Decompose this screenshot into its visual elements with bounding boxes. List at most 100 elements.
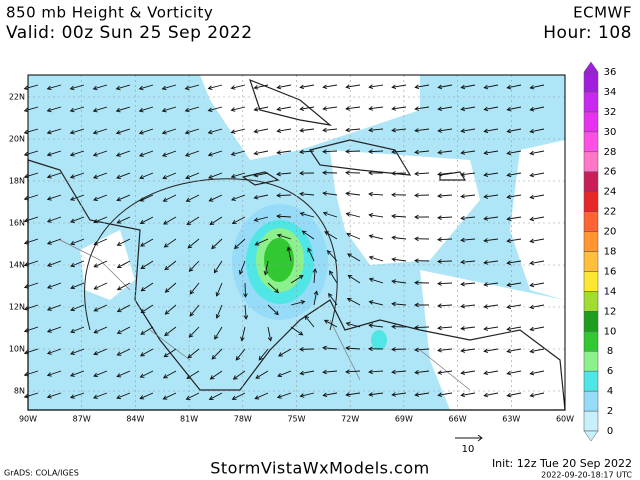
wind-arrow [162,84,177,90]
wind-arrow [461,370,476,374]
wind-arrowhead [70,240,75,246]
wind-arrow [235,348,246,361]
wind-arrowhead [437,106,443,112]
colorbar-label: 32 [604,107,617,118]
wind-arrow [507,194,522,198]
wind-arrow [70,370,85,377]
wind-arrow [216,282,223,297]
wind-arrowhead [69,129,75,135]
wind-arrow [116,84,131,90]
wind-arrow [24,106,39,112]
wind-arrowhead [328,293,333,298]
wind-arrowhead [529,282,535,288]
wind-arrowhead [187,244,193,249]
wind-arrow [392,150,407,153]
wind-arrow [323,347,338,350]
wind-arrowhead [46,284,52,289]
wind-arrowhead [368,149,373,154]
wind-arrowhead [347,253,352,258]
colorbar-swatch [583,271,599,292]
lon-label: 78W [234,415,252,424]
wind-arrow [461,172,476,176]
wind-arrowhead [391,235,396,241]
wind-arrow [322,150,338,153]
colorbar-label: 0 [607,426,613,437]
wind-arrowhead [23,328,29,333]
wind-arrowhead [258,355,264,361]
wind-arrow [139,172,154,179]
wind-arrow [277,84,292,89]
colorbar-label: 36 [604,67,617,78]
wind-arrowhead [506,238,512,243]
wind-arrow [323,212,338,218]
wind-arrowhead [506,194,512,200]
wind-arrowhead [437,370,443,375]
wind-arrowhead [506,392,512,398]
wind-arrow [300,370,315,375]
wind-arrow [329,270,338,284]
wind-arrowhead [276,171,281,177]
wind-arrowhead [368,323,374,328]
wind-arrow [186,370,200,379]
wind-arrowhead [93,372,99,378]
wind-arrow [484,370,499,374]
wind-arrowhead [460,392,466,398]
wind-arrow [438,326,453,329]
wind-arrowhead [345,170,350,175]
wind-arrowhead [92,152,98,157]
wind-arrow [164,238,177,248]
wind-arrow [47,304,62,311]
wind-arrow [163,370,177,379]
wind-arrow [24,128,39,134]
wind-arrow [507,304,522,308]
wind-arrowhead [46,151,52,157]
wind-arrow [254,106,269,111]
wind-arrow [185,172,200,179]
lat-label: 8N [14,387,25,396]
wind-arrowhead [139,174,145,180]
wind-arrow [438,150,453,154]
wind-arrow [139,106,154,112]
wind-arrowhead [115,85,121,91]
wind-arrow [392,106,407,110]
wind-arrowhead [189,289,195,295]
colorbar-label: 20 [604,227,617,238]
wind-arrowhead [529,326,535,332]
wind-arrowhead [138,85,144,91]
wind-arrowhead [529,106,535,112]
wind-arrow [93,392,108,399]
lat-label: 12N [9,303,25,312]
wind-arrow [188,326,200,338]
wind-arrowhead [276,214,281,219]
colorbar-label: 34 [604,87,617,98]
wind-arrowhead [414,325,419,330]
wind-arrow [93,194,108,201]
wind-arrowhead [391,369,396,375]
wind-arrow [369,128,384,131]
colorbar-swatch [583,71,599,93]
wind-arrow [278,348,292,357]
wind-arrowhead [277,372,283,378]
wind-arrowhead [238,270,244,275]
wind-arrow [415,106,430,110]
wind-arrow [300,392,315,397]
wind-arrow [209,216,223,225]
wind-arrowhead [460,150,466,155]
wind-arrowhead [230,196,236,201]
wind-arrow [346,233,361,240]
wind-arrow [277,150,292,154]
wind-arrowhead [460,348,466,353]
wind-arrowhead [506,172,512,178]
wind-arrowhead [230,129,236,134]
wind-arrowhead [46,196,52,201]
wind-arrow [530,216,545,220]
colorbar-swatch [583,151,599,172]
colorbar-swatch [583,390,599,412]
wind-arrow [231,106,246,111]
wind-arrow [162,128,177,134]
wind-arrowhead [230,173,236,179]
wind-arrowhead [184,107,190,113]
wind-arrow [346,84,361,88]
wind-arrow [438,172,453,175]
wind-arrow [208,128,223,134]
